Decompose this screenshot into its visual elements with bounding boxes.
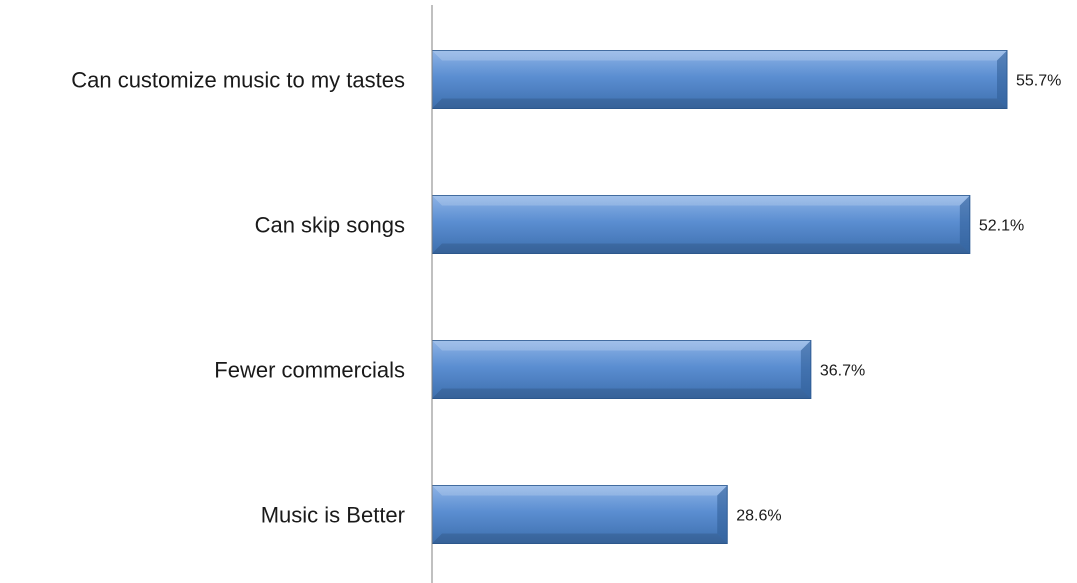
category-label: Fewer commercials xyxy=(214,358,405,383)
bars-group: Can customize music to my tastes 55.7%Can… xyxy=(71,50,1061,544)
value-label: 28.6% xyxy=(736,508,781,525)
bar-bevel-bottom xyxy=(432,98,1007,109)
category-label: Can skip songs xyxy=(255,213,405,238)
bar-bevel-right xyxy=(997,50,1007,109)
bar-bevel-bottom xyxy=(432,533,728,544)
bar-bevel-top xyxy=(432,340,811,351)
bar-bevel-right xyxy=(800,340,811,399)
bar-bevel-bottom xyxy=(432,243,970,254)
bar xyxy=(431,485,728,544)
bar-group: Music is Better 28.6% xyxy=(261,485,782,544)
bar xyxy=(431,50,1008,109)
category-label: Music is Better xyxy=(261,503,405,528)
bar-bevel-top xyxy=(432,50,1007,61)
bar-bevel-right xyxy=(717,485,728,544)
bar-group: Can customize music to my tastes 55.7% xyxy=(71,50,1061,109)
bar-group: Can skip songs 52.1% xyxy=(255,195,1024,254)
value-label: 55.7% xyxy=(1016,73,1061,90)
bar-group: Fewer commercials 36.7% xyxy=(214,340,865,399)
value-label: 52.1% xyxy=(979,218,1024,235)
bar xyxy=(431,340,812,399)
category-label: Can customize music to my tastes xyxy=(71,68,405,93)
bar-bevel-top xyxy=(432,485,728,496)
bar-bevel-top xyxy=(432,195,970,206)
bar xyxy=(431,195,971,254)
value-label: 36.7% xyxy=(820,363,865,380)
bar-bevel-bottom xyxy=(432,388,811,399)
bar-bevel-right xyxy=(959,195,970,254)
